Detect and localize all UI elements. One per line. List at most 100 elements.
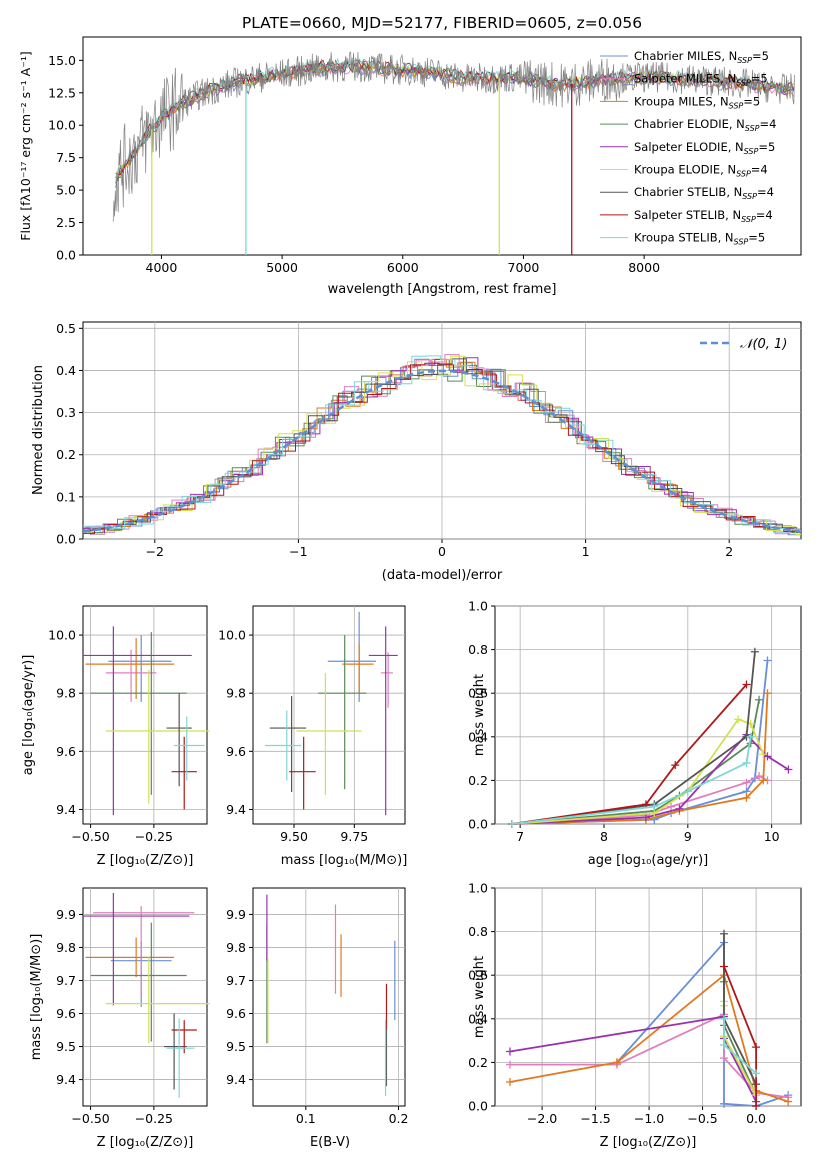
weight-marker bbox=[505, 1060, 514, 1069]
weight-marker bbox=[742, 793, 751, 802]
y-tick-label: 9.9 bbox=[56, 907, 76, 922]
legend-label: Kroupa MILES, NSSP=5 bbox=[634, 94, 760, 110]
x-tick-label: 6000 bbox=[387, 260, 419, 275]
x-tick-label: 9.75 bbox=[340, 829, 368, 844]
histogram-series bbox=[83, 364, 801, 534]
x-tick-label: −1.0 bbox=[634, 1111, 664, 1126]
residuals-clip bbox=[83, 354, 801, 536]
weight-marker bbox=[719, 1099, 728, 1108]
y-tick-label: 9.7 bbox=[226, 973, 246, 988]
mass-vs-ebv-xlabel: E(B-V) bbox=[310, 1135, 350, 1150]
residuals-plot: −2 −1 0 1 2 0.0 0.1 0.2 0.3 0.4 0.5 bbox=[56, 321, 801, 559]
x-tick-label: −0.25 bbox=[135, 829, 173, 844]
weight-series-line bbox=[511, 651, 756, 825]
y-tick-label: 0.2 bbox=[468, 773, 488, 788]
weight-marker bbox=[755, 695, 764, 704]
x-tick-label: −0.25 bbox=[135, 1111, 173, 1126]
y-tick-label: 9.6 bbox=[56, 744, 76, 759]
weight-marker bbox=[752, 1043, 761, 1052]
x-tick-label: −2 bbox=[146, 544, 164, 559]
x-tick-label: −0.5 bbox=[687, 1111, 717, 1126]
y-tick-label: 0.4 bbox=[56, 363, 76, 378]
weight-series-line bbox=[511, 774, 768, 825]
weight-marker bbox=[784, 765, 793, 774]
histogram-series bbox=[83, 357, 801, 535]
x-tick-label: 2 bbox=[725, 544, 733, 559]
y-tick-label: 9.6 bbox=[226, 1006, 246, 1021]
mass-vs-ebv-plot: 0.1 0.2 9.4 9.5 9.6 9.7 9.8 9.9 bbox=[226, 888, 408, 1126]
y-tick-label: 9.8 bbox=[226, 940, 246, 955]
weight-marker bbox=[675, 804, 684, 813]
weight-marker bbox=[719, 962, 728, 971]
weight-marker bbox=[505, 1078, 514, 1087]
y-tick-label: 9.6 bbox=[56, 1006, 76, 1021]
y-tick-label: 1.0 bbox=[468, 881, 488, 896]
weight-marker bbox=[759, 750, 768, 759]
weight-marker bbox=[650, 802, 659, 811]
y-tick-label: 15.0 bbox=[48, 53, 76, 68]
weight-vs-age-panel: 7 8 9 10 0.0 0.2 0.4 0.6 0.8 1.0 age [log₁₀(age/y… bbox=[468, 599, 802, 868]
y-tick-label: 0.6 bbox=[468, 686, 488, 701]
x-tick-label: 5000 bbox=[266, 260, 298, 275]
observed-spectrum-line bbox=[112, 51, 795, 222]
normal-legend-label: 𝒩(0, 1) bbox=[740, 337, 787, 352]
y-tick-label: 10.0 bbox=[218, 628, 246, 643]
x-tick-label: −0.50 bbox=[71, 1111, 109, 1126]
y-tick-label: 12.5 bbox=[48, 85, 76, 100]
legend-label: Salpeter STELIB, NSSP=4 bbox=[634, 208, 773, 224]
x-tick-label: 0.0 bbox=[746, 1111, 766, 1126]
x-tick-label: −0.50 bbox=[71, 829, 109, 844]
y-tick-label: 9.4 bbox=[226, 1072, 246, 1087]
y-tick-label: 2.5 bbox=[56, 215, 76, 230]
weight-marker bbox=[683, 787, 692, 796]
x-tick-label: 10 bbox=[764, 829, 780, 844]
weight-marker bbox=[719, 929, 728, 938]
mass-vs-Z-xlabel: Z [log₁₀(Z/Z⊙)] bbox=[97, 1135, 194, 1150]
age-vs-Z-panel: −0.50 −0.259.49.69.810.0 Z [log₁₀(Z/Z⊙)] … bbox=[21, 605, 210, 868]
weight-series-line bbox=[511, 718, 765, 825]
weight-series-line bbox=[723, 981, 757, 1096]
legend-label: Kroupa STELIB, NSSP=5 bbox=[634, 231, 765, 247]
y-tick-label: 10.0 bbox=[48, 118, 76, 133]
mass-vs-Z-plot: −0.50 −0.25 9.4 9.5 9.6 9.7 9.8 9.9 bbox=[56, 888, 210, 1126]
spectrum-clip bbox=[112, 51, 795, 255]
y-tick-label: 0.4 bbox=[468, 1011, 488, 1026]
y-tick-label: 0.2 bbox=[468, 1055, 488, 1070]
weight-marker bbox=[759, 776, 768, 785]
legend-label: Chabrier ELODIE, NSSP=4 bbox=[634, 117, 776, 133]
residuals-legend: 𝒩(0, 1) bbox=[700, 337, 787, 352]
mass-vs-Z-panel: −0.50 −0.25 9.4 9.5 9.6 9.7 9.8 9.9 Z [log₁₀(Z/… bbox=[29, 887, 210, 1150]
age-vs-mass-frame bbox=[252, 605, 406, 825]
y-tick-label: 9.5 bbox=[56, 1039, 76, 1054]
weight-marker bbox=[667, 802, 676, 811]
x-tick-label: −2.0 bbox=[527, 1111, 557, 1126]
weight-marker bbox=[746, 732, 755, 741]
histogram-series bbox=[83, 362, 801, 534]
x-tick-label: 0.2 bbox=[389, 1111, 409, 1126]
weight-marker bbox=[763, 752, 772, 761]
y-tick-label: 0.0 bbox=[56, 248, 76, 263]
age-vs-mass-xlabel: mass [log₁₀(M/M⊙)] bbox=[281, 853, 408, 868]
y-tick-label: 9.9 bbox=[226, 907, 246, 922]
residuals-ylabel: Normed distribution bbox=[31, 365, 46, 495]
y-tick-label: 9.4 bbox=[226, 802, 246, 817]
weight-vs-age-frame bbox=[494, 605, 802, 825]
age-vs-Z-plot: −0.50 −0.25 9.4 9.6 9.8 10.0 bbox=[48, 606, 210, 844]
weight-vs-age-xlabel: age [log₁₀(age/yr)] bbox=[588, 853, 709, 868]
weight-marker bbox=[784, 1097, 793, 1106]
y-tick-label: 10.0 bbox=[48, 628, 76, 643]
x-tick-label: 7 bbox=[516, 829, 524, 844]
y-tick-label: 9.6 bbox=[226, 744, 246, 759]
weight-series-line bbox=[511, 683, 748, 825]
weight-marker bbox=[507, 820, 516, 828]
weight-marker bbox=[671, 761, 680, 770]
y-tick-label: 9.7 bbox=[56, 973, 76, 988]
histogram-series bbox=[83, 355, 801, 531]
legend-label: Salpeter ELODIE, NSSP=5 bbox=[634, 140, 775, 156]
y-tick-label: 0.4 bbox=[468, 729, 488, 744]
histogram-series bbox=[83, 358, 801, 533]
x-tick-label: −1.5 bbox=[580, 1111, 610, 1126]
weight-vs-Z-ylabel: mass weight bbox=[472, 956, 487, 1038]
y-tick-label: 9.8 bbox=[56, 940, 76, 955]
